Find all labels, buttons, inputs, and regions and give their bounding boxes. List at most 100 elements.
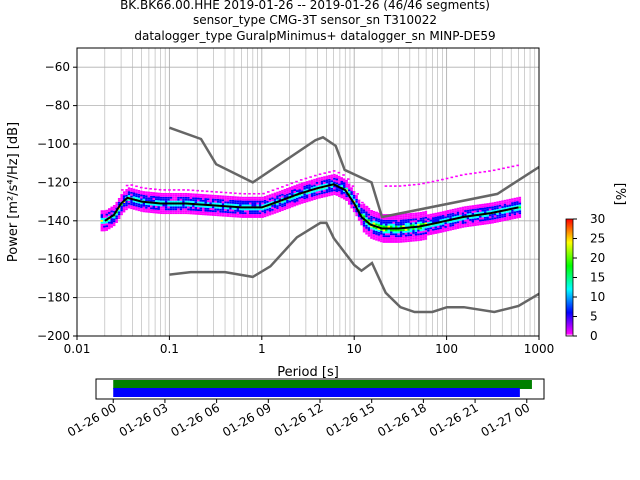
heatmap-cell: [491, 213, 494, 216]
heatmap-cell: [155, 200, 158, 203]
heatmap-cell: [456, 211, 460, 214]
heatmap-cell: [150, 203, 153, 206]
heatmap-cell: [375, 227, 378, 230]
heatmap-cell: [441, 218, 445, 221]
heatmap-cell: [493, 203, 497, 206]
heatmap-cell: [446, 211, 450, 214]
heatmap-cell: [231, 198, 235, 200]
heatmap-cell: [199, 207, 203, 210]
heatmap-cell: [256, 198, 259, 201]
heatmap-cell: [179, 196, 183, 199]
heatmap-cell: [157, 194, 160, 197]
heatmap-cell: [278, 196, 282, 199]
heatmap-cell: [298, 196, 301, 199]
heatmap-cell: [436, 212, 440, 215]
heatmap-cell: [155, 198, 158, 201]
heatmap-cell: [407, 218, 410, 221]
heatmap-cell: [257, 192, 261, 195]
heatmap-cell: [305, 200, 309, 203]
heatmap-cell: [300, 199, 304, 202]
heatmap-cell: [488, 170, 491, 172]
heatmap-cell: [211, 198, 215, 201]
timeline-tick-label: 01-26 06: [168, 400, 222, 439]
heatmap-cell: [449, 211, 452, 214]
heatmap-cell: [456, 215, 460, 218]
heatmap-cell: [389, 235, 393, 238]
heatmap-cell: [501, 211, 504, 214]
heatmap-cell: [286, 193, 289, 196]
heatmap-cell: [140, 192, 143, 195]
heatmap-cell: [367, 225, 371, 228]
heatmap-cell: [313, 194, 316, 197]
heatmap-cell: [184, 200, 188, 203]
y-axis-label: Power [m²/s⁴/Hz] [dB]: [6, 122, 21, 262]
heatmap-cell: [164, 210, 168, 213]
heatmap-cell: [164, 194, 168, 197]
heatmap-cell: [271, 201, 274, 204]
heatmap-cell: [132, 194, 136, 197]
heatmap-cell: [367, 234, 371, 237]
heatmap-cell: [377, 224, 381, 227]
heatmap-cell: [320, 196, 324, 198]
heatmap-cell: [476, 217, 480, 220]
heatmap-cell: [189, 206, 193, 209]
heatmap-cell: [479, 211, 482, 214]
heatmap-cell: [283, 206, 287, 209]
heatmap-cell: [132, 190, 136, 193]
heatmap-cell: [456, 223, 460, 226]
heatmap-cell: [313, 198, 316, 200]
heatmap-cell: [456, 225, 460, 227]
heatmap-cell: [338, 179, 341, 182]
heatmap-cell: [501, 202, 504, 205]
heatmap-cell: [387, 223, 390, 226]
heatmap-cell: [404, 228, 408, 231]
heatmap-cell: [449, 226, 452, 229]
heatmap-cell: [483, 211, 487, 214]
heatmap-cell: [370, 221, 373, 224]
heatmap-cell: [488, 208, 492, 211]
heatmap-cell: [251, 210, 254, 213]
heatmap-cell: [483, 218, 487, 221]
heatmap-cell: [209, 202, 212, 205]
heatmap-cell: [397, 223, 400, 226]
heatmap-cell: [476, 221, 480, 224]
heatmap-cell: [100, 212, 104, 215]
heatmap-cell: [142, 210, 146, 213]
heatmap-cell: [352, 190, 356, 193]
heatmap-cell: [429, 225, 433, 228]
heatmap-cell: [493, 215, 497, 218]
heatmap-cell: [214, 208, 217, 211]
heatmap-cell: [491, 208, 494, 211]
heatmap-cell: [155, 207, 158, 210]
heatmap-cell: [135, 200, 138, 203]
heatmap-cell: [266, 195, 269, 198]
heatmap-cell: [224, 195, 227, 198]
heatmap-cell: [362, 224, 366, 227]
heatmap-cell: [445, 177, 449, 180]
heatmap-cell: [211, 208, 215, 211]
heatmap-cell: [375, 238, 378, 241]
heatmap-cell: [147, 205, 151, 208]
heatmap-cell: [370, 227, 373, 230]
heatmap-cell: [202, 209, 205, 212]
heatmap-cell: [246, 212, 250, 215]
heatmap-cell: [229, 201, 232, 204]
heatmap-cell: [155, 205, 158, 208]
heatmap-cell: [197, 199, 200, 202]
heatmap-cell: [377, 216, 381, 219]
heatmap-cell: [142, 191, 146, 194]
heatmap-cell: [174, 198, 178, 201]
heatmap-cell: [323, 176, 326, 179]
heatmap-cell: [197, 212, 200, 215]
heatmap-cell: [513, 215, 517, 218]
heatmap-cell: [345, 193, 348, 196]
heatmap-cell: [152, 195, 156, 198]
heatmap-cell: [214, 196, 217, 199]
heatmap-cell: [308, 186, 311, 189]
heatmap-cell: [382, 221, 386, 224]
heatmap-cell: [347, 200, 351, 203]
heatmap-cell: [394, 231, 398, 234]
heatmap-cell: [451, 210, 455, 213]
heatmap-cell: [513, 217, 517, 219]
heatmap-cell: [318, 173, 322, 176]
